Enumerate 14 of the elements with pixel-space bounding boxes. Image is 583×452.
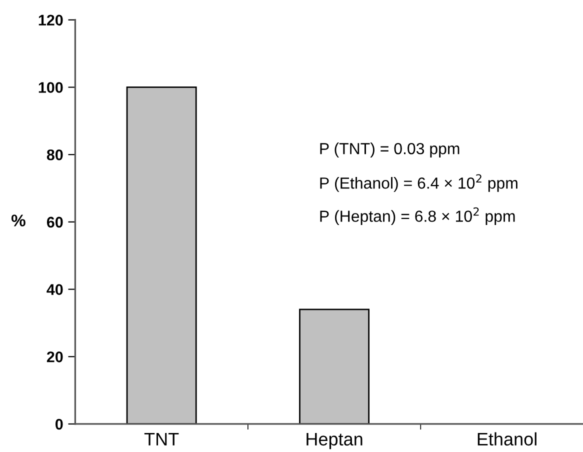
y-tick-label: 60 [46, 216, 63, 228]
y-tick-label: 80 [46, 149, 63, 160]
y-tick-label: 20 [46, 351, 63, 362]
x-tick-label: TNT [144, 432, 179, 446]
annotation: P (Heptan) = 6.8 × 10$^{2}$ ppm [320, 207, 515, 226]
y-tick-label: 120 [38, 14, 63, 26]
y-tick-label: 100 [38, 82, 63, 93]
y-tick-label: 0 [56, 418, 63, 430]
y-tick-label: 40 [46, 284, 63, 295]
y-axis-title: % [11, 214, 26, 226]
x-tick-label: Ethanol [478, 432, 536, 446]
x-tick-label: Heptan [306, 432, 362, 450]
annotation: P (TNT) = 0.03 ppm [320, 142, 460, 158]
annotation: P (Ethanol) = 6.4 × 10$^{2}$ ppm [320, 174, 518, 192]
